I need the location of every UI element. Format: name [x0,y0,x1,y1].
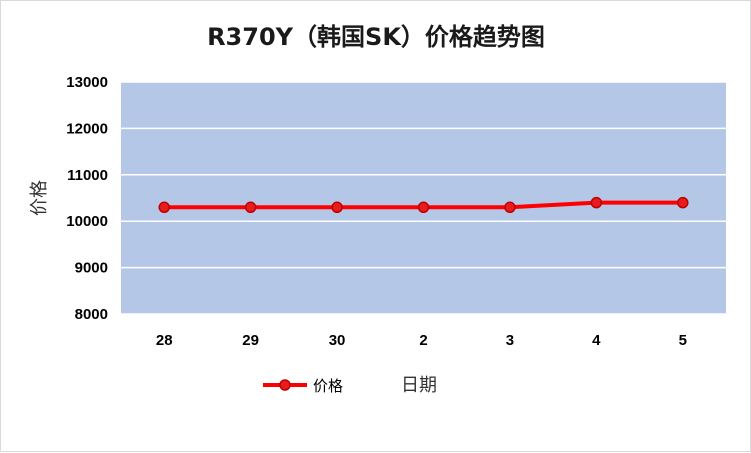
y-tick-label-9000: 9000 [75,260,108,277]
x-tick-label-4: 4 [592,332,601,349]
y-tick-label-10000: 10000 [66,213,108,230]
data-point-30 [331,201,343,214]
chart-title: R370Y（韩国SK）价格趋势图 [207,23,545,51]
x-tick-label-30: 30 [329,332,346,349]
legend-swatch-marker [279,379,291,391]
y-axis-label: 价格 [29,180,50,216]
y-axis-ticks: 8000 9000 10000 11000 12000 13000 [66,74,108,323]
x-tick-label-2: 2 [419,332,427,349]
series-layer [158,196,689,214]
x-tick-label-5: 5 [679,332,687,349]
data-point-29 [244,201,257,214]
y-tick-label-13000: 13000 [66,74,108,91]
y-tick-label-12000: 12000 [66,120,108,137]
gridlines [121,81,726,315]
data-point-5 [677,196,689,209]
data-point-3 [504,201,516,214]
y-tick-label-8000: 8000 [75,306,108,323]
x-tick-label-28: 28 [156,332,173,349]
x-tick-label-3: 3 [506,332,514,349]
plot-area [121,82,726,314]
legend-entry-price: 价格 [313,377,343,395]
data-point-2 [417,201,430,214]
data-point-4 [590,196,603,209]
data-point-28 [158,201,170,214]
x-tick-label-29: 29 [242,332,259,349]
legend: 价格 [263,377,343,395]
x-axis-label: 日期 [401,375,437,396]
x-axis-ticks: 28 29 30 2 3 4 5 [156,332,687,349]
y-tick-label-11000: 11000 [67,167,108,184]
